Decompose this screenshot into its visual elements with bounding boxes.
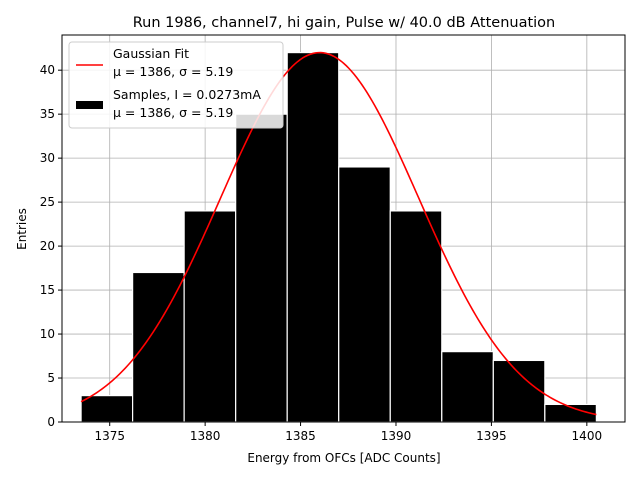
histogram-bar-3 xyxy=(235,113,288,423)
legend-box xyxy=(68,41,284,129)
y-tick-label-7: 35 xyxy=(40,107,55,121)
x-tick-label-3: 1390 xyxy=(381,429,412,443)
histogram-bar-2 xyxy=(183,210,237,423)
gaussian-fit-curve xyxy=(80,51,597,416)
legend: Gaussian Fit μ = 1386, σ = 5.19 Samples,… xyxy=(68,41,284,129)
histogram-bar-6 xyxy=(389,210,443,423)
x-axis-ticks: 1375 1380 1385 1390 1395 1400 xyxy=(94,422,602,443)
histogram-bar-7 xyxy=(441,351,494,423)
x-tick-label-1: 1380 xyxy=(190,429,221,443)
y-tick-label-5: 25 xyxy=(40,195,55,209)
y-tick-label-0: 0 xyxy=(47,415,55,429)
legend-fit-stats: μ = 1386, σ = 5.19 xyxy=(113,64,233,79)
legend-samples-swatch xyxy=(76,101,103,109)
y-tick-label-3: 15 xyxy=(40,283,55,297)
grid xyxy=(62,35,625,423)
x-axis-label: Energy from OFCs [ADC Counts] xyxy=(247,451,440,465)
x-tick-label-5: 1400 xyxy=(572,429,603,443)
histogram-bar-5 xyxy=(338,166,391,423)
fit-curve-layer xyxy=(80,51,597,416)
histogram-bar-8 xyxy=(492,359,546,423)
histogram-bar-1 xyxy=(132,271,185,423)
histogram-bar-4 xyxy=(286,51,340,423)
y-axis-label: Entries xyxy=(15,208,29,250)
chart-title: Run 1986, channel7, hi gain, Pulse w/ 40… xyxy=(133,15,556,31)
plot-frame xyxy=(61,34,626,423)
histogram-bar-0 xyxy=(80,395,134,423)
legend-fit-label: Gaussian Fit xyxy=(113,46,189,61)
y-tick-label-1: 5 xyxy=(47,371,55,385)
x-tick-label-4: 1395 xyxy=(476,429,507,443)
y-tick-label-4: 20 xyxy=(40,239,55,253)
legend-samples-stats: μ = 1386, σ = 5.19 xyxy=(113,105,233,120)
legend-samples-label: Samples, I = 0.0273mA xyxy=(113,87,261,102)
y-tick-label-2: 10 xyxy=(40,327,55,341)
histogram-bars xyxy=(80,51,597,423)
y-tick-label-8: 40 xyxy=(40,63,55,77)
x-tick-label-0: 1375 xyxy=(94,429,125,443)
y-axis-ticks: 0 5 10 15 20 25 30 35 40 xyxy=(40,63,62,429)
x-tick-label-2: 1385 xyxy=(285,429,316,443)
y-tick-label-6: 30 xyxy=(40,151,55,165)
